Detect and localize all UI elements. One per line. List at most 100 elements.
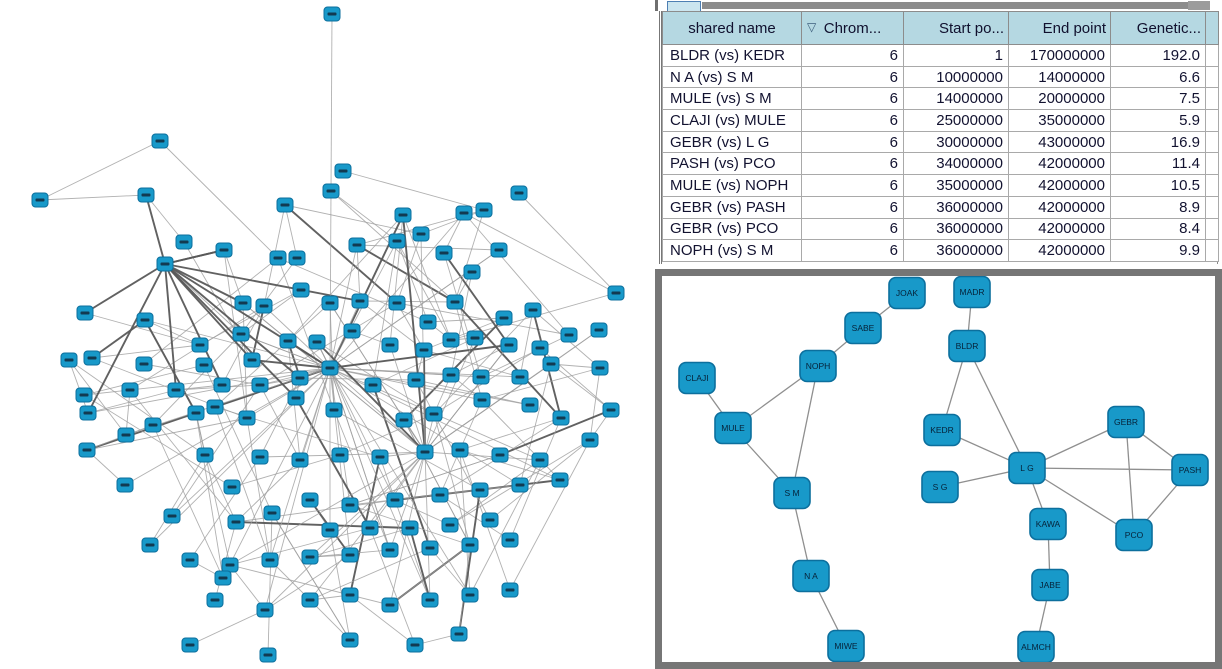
network-node[interactable] <box>251 377 269 393</box>
network-node[interactable] <box>144 417 162 433</box>
network-node-jabe[interactable]: JABE <box>1031 568 1069 602</box>
column-header-genetic[interactable]: Genetic... <box>1110 11 1206 45</box>
table-row[interactable]: GEBR (vs) PCO 6 36000000 42000000 8.4 <box>662 217 1219 241</box>
network-node[interactable] <box>501 532 519 548</box>
network-node-noph[interactable]: NOPH <box>799 349 837 383</box>
cell-value[interactable]: 6 <box>801 87 904 111</box>
table-row[interactable]: N A (vs) S M 6 10000000 14000000 6.6 <box>662 65 1219 89</box>
network-node[interactable] <box>137 187 155 203</box>
cell-shared-name[interactable]: GEBR (vs) L G <box>662 130 802 154</box>
network-node[interactable] <box>531 340 549 356</box>
network-node[interactable] <box>446 294 464 310</box>
network-node[interactable] <box>466 330 484 346</box>
cell-value[interactable]: 42000000 <box>1008 152 1111 176</box>
network-node[interactable] <box>238 410 256 426</box>
network-node[interactable] <box>412 226 430 242</box>
network-node[interactable] <box>175 234 193 250</box>
cell-shared-name[interactable]: PASH (vs) PCO <box>662 152 802 176</box>
network-node-pco[interactable]: PCO <box>1115 518 1153 552</box>
network-node[interactable] <box>435 245 453 261</box>
network-node[interactable] <box>473 392 491 408</box>
network-node[interactable] <box>471 482 489 498</box>
network-node[interactable] <box>31 192 49 208</box>
cell-value[interactable]: 170000000 <box>1008 44 1111 67</box>
network-node[interactable] <box>560 327 578 343</box>
network-node[interactable] <box>121 382 139 398</box>
network-node-kedr[interactable]: KEDR <box>923 413 961 447</box>
network-node-gebr[interactable]: GEBR <box>1107 405 1145 439</box>
network-node[interactable] <box>472 369 490 385</box>
network-node[interactable] <box>117 427 135 443</box>
network-node[interactable] <box>602 402 620 418</box>
cell-value[interactable]: 6 <box>801 195 904 219</box>
cell-value[interactable]: 9.9 <box>1110 239 1206 262</box>
cell-shared-name[interactable]: CLAJI (vs) MULE <box>662 109 802 132</box>
network-node[interactable] <box>500 337 518 353</box>
network-node[interactable] <box>421 540 439 556</box>
network-node[interactable] <box>234 295 252 311</box>
network-node[interactable] <box>451 442 469 458</box>
network-node[interactable] <box>334 163 352 179</box>
network-node[interactable] <box>187 405 205 421</box>
network-node[interactable] <box>607 285 625 301</box>
network-node[interactable] <box>259 647 277 663</box>
network-node[interactable] <box>276 197 294 213</box>
cell-value[interactable]: 6 <box>801 174 904 197</box>
large-network-panel[interactable] <box>0 0 648 669</box>
table-row[interactable]: GEBR (vs) L G 6 30000000 43000000 16.9 <box>662 130 1219 154</box>
network-node[interactable] <box>415 342 433 358</box>
cell-value[interactable]: 36000000 <box>903 239 1009 262</box>
network-node[interactable] <box>255 298 273 314</box>
network-node-pash[interactable]: PASH <box>1171 453 1209 487</box>
network-node[interactable] <box>590 322 608 338</box>
network-node[interactable] <box>441 517 459 533</box>
cell-value[interactable]: 36000000 <box>903 195 1009 219</box>
cell-shared-name[interactable]: GEBR (vs) PCO <box>662 217 802 241</box>
network-node-lg[interactable]: L G <box>1008 451 1046 485</box>
cell-value[interactable]: 6.6 <box>1110 65 1206 89</box>
network-node[interactable] <box>181 637 199 653</box>
network-node[interactable] <box>386 492 404 508</box>
network-node[interactable] <box>163 508 181 524</box>
network-node[interactable] <box>343 323 361 339</box>
network-node[interactable] <box>425 406 443 422</box>
network-node[interactable] <box>442 367 460 383</box>
network-node[interactable] <box>371 449 389 465</box>
column-header-sharedname[interactable]: shared name <box>662 11 802 45</box>
network-node-mule[interactable]: MULE <box>714 411 752 445</box>
cell-value[interactable]: 16.9 <box>1110 130 1206 154</box>
cell-shared-name[interactable]: GEBR (vs) PASH <box>662 195 802 219</box>
column-header-startpo[interactable]: Start po... <box>903 11 1009 45</box>
cell-value[interactable]: 5.9 <box>1110 109 1206 132</box>
network-node[interactable] <box>323 6 341 22</box>
network-node[interactable] <box>511 369 529 385</box>
network-node-sg[interactable]: S G <box>921 470 959 504</box>
cell-shared-name[interactable]: MULE (vs) S M <box>662 87 802 111</box>
network-node[interactable] <box>461 587 479 603</box>
cell-value[interactable]: 42000000 <box>1008 195 1111 219</box>
table-row[interactable]: PASH (vs) PCO 6 34000000 42000000 11.4 <box>662 152 1219 176</box>
network-node-almch[interactable]: ALMCH <box>1017 630 1055 664</box>
cell-value[interactable]: 1 <box>903 44 1009 67</box>
network-node-joak[interactable]: JOAK <box>888 276 926 310</box>
network-node[interactable] <box>195 357 213 373</box>
cell-value[interactable]: 43000000 <box>1008 130 1111 154</box>
network-node[interactable] <box>301 592 319 608</box>
network-node[interactable] <box>322 183 340 199</box>
network-node[interactable] <box>79 405 97 421</box>
network-node[interactable] <box>196 447 214 463</box>
network-node[interactable] <box>461 537 479 553</box>
network-node[interactable] <box>263 505 281 521</box>
network-node[interactable] <box>388 295 406 311</box>
network-node[interactable] <box>251 449 269 465</box>
network-node[interactable] <box>416 444 434 460</box>
network-node[interactable] <box>341 632 359 648</box>
network-node[interactable] <box>116 477 134 493</box>
table-row[interactable]: MULE (vs) NOPH 6 35000000 42000000 10.5 <box>662 174 1219 197</box>
network-node[interactable] <box>542 356 560 372</box>
network-node[interactable] <box>361 520 379 536</box>
network-node[interactable] <box>401 520 419 536</box>
network-node[interactable] <box>60 352 78 368</box>
network-node-na[interactable]: N A <box>792 559 830 593</box>
network-node[interactable] <box>481 512 499 528</box>
